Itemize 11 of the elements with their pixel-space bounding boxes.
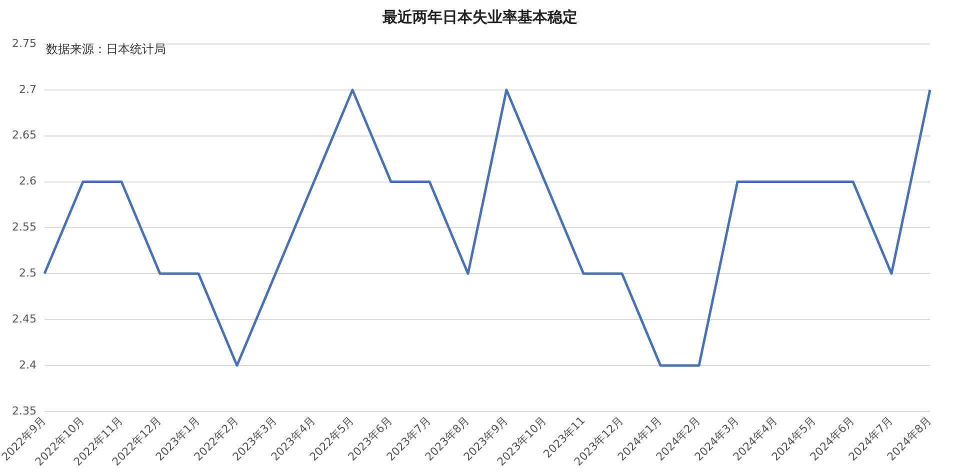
y-tick-label: 2.6 (18, 174, 36, 188)
y-tick-label: 2.4 (18, 358, 36, 372)
y-tick-label: 2.45 (12, 312, 36, 326)
y-tick-label: 2.35 (12, 404, 36, 418)
y-tick-label: 2.7 (18, 82, 36, 96)
y-tick-label: 2.75 (12, 36, 36, 50)
y-tick-label: 2.65 (12, 128, 36, 142)
annotation: 数据来源：日本统计局 (46, 40, 166, 58)
chart-title: 最近两年日本失业率基本稳定 (382, 8, 578, 27)
y-tick-label: 2.5 (18, 266, 36, 280)
y-tick-label: 2.55 (12, 220, 36, 234)
